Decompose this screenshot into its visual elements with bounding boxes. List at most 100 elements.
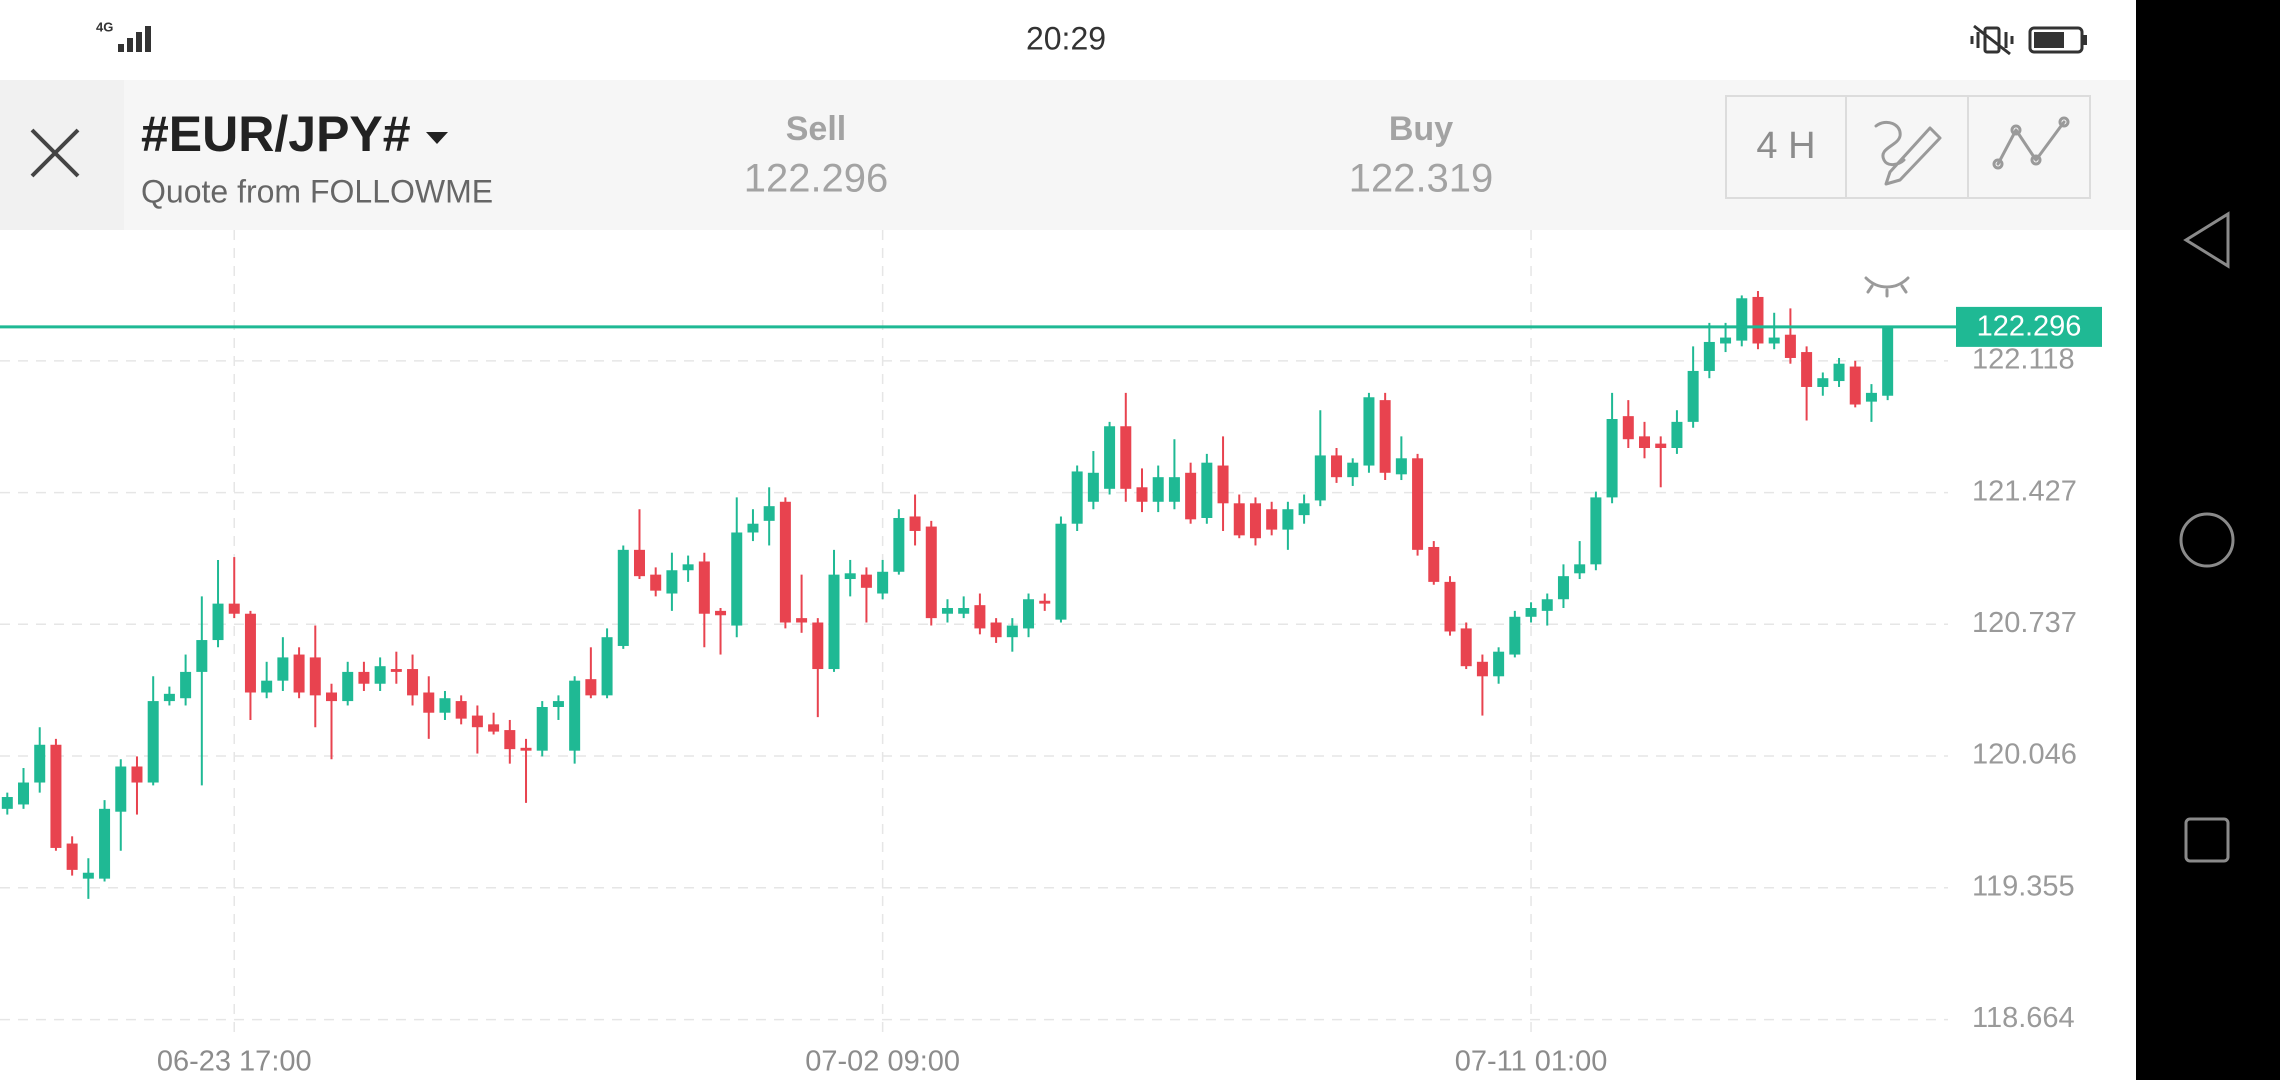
signal-icon bbox=[118, 26, 151, 52]
indicator-button[interactable] bbox=[1992, 116, 2070, 170]
candle-body bbox=[715, 610, 727, 616]
battery-icon bbox=[2028, 26, 2087, 54]
candle-body bbox=[974, 605, 986, 629]
candle-body bbox=[812, 622, 824, 670]
candle-body bbox=[1104, 426, 1116, 489]
y-tick-label: 122.118 bbox=[1972, 343, 2075, 375]
candle-body bbox=[488, 724, 500, 732]
candle-body bbox=[1736, 298, 1748, 341]
candle-body bbox=[633, 549, 645, 577]
candle-body bbox=[925, 526, 937, 619]
candle-body bbox=[1703, 341, 1715, 371]
toolbar-frame bbox=[1725, 95, 2091, 199]
candle-body bbox=[650, 574, 662, 591]
candle-body bbox=[1071, 471, 1083, 524]
candle-body bbox=[1833, 363, 1845, 382]
timeframe[interactable]: 4 H bbox=[1756, 125, 1815, 167]
back-button[interactable] bbox=[2183, 211, 2230, 269]
buy-label: Buy bbox=[1389, 110, 1453, 148]
candle-body bbox=[585, 679, 597, 696]
candle-body bbox=[1574, 564, 1586, 574]
candle-body bbox=[1752, 296, 1764, 344]
candle-body bbox=[1395, 458, 1407, 475]
quote-source: Quote from FOLLOWME bbox=[141, 173, 493, 209]
candle-body bbox=[1525, 608, 1537, 617]
candle-body bbox=[1168, 477, 1180, 502]
candle-body bbox=[180, 671, 192, 699]
candle-body bbox=[358, 671, 370, 684]
symbol[interactable]: #EUR/JPY# bbox=[141, 106, 411, 162]
candle-body bbox=[1849, 366, 1861, 405]
chart: 118.664 119.355 120.046 120.737 121.427 122.1… bbox=[0, 230, 2102, 1078]
candle-body bbox=[18, 782, 30, 805]
candle-body bbox=[342, 671, 354, 702]
candle-body bbox=[877, 571, 889, 594]
candle-body bbox=[536, 706, 548, 751]
candle-body bbox=[390, 669, 402, 672]
candle-body bbox=[958, 608, 970, 614]
candle-body bbox=[163, 693, 175, 702]
candle-body bbox=[131, 766, 143, 783]
candle-body bbox=[1087, 472, 1099, 502]
candle-body bbox=[1185, 472, 1197, 520]
candle-body bbox=[828, 574, 840, 670]
y-tick-label: 118.664 bbox=[1972, 1002, 2075, 1034]
candle-body bbox=[309, 657, 321, 696]
hide-lines-icon[interactable] bbox=[1864, 276, 1910, 298]
recents-button[interactable] bbox=[2184, 817, 2230, 863]
candle-body bbox=[731, 532, 743, 626]
candle-body bbox=[1687, 370, 1699, 422]
candle-body bbox=[1233, 503, 1245, 536]
candle-body bbox=[1217, 465, 1229, 504]
toolbar: 4 H bbox=[1725, 95, 2091, 199]
candle-body bbox=[455, 701, 467, 719]
candle-body bbox=[1249, 503, 1261, 539]
candle-body bbox=[1768, 337, 1780, 344]
candle-body bbox=[82, 872, 94, 879]
candle-body bbox=[1720, 337, 1732, 344]
candle-body bbox=[1817, 378, 1829, 387]
candle-body bbox=[228, 603, 240, 614]
candle-body bbox=[1055, 523, 1067, 620]
nav-bar bbox=[2136, 0, 2280, 1080]
candle-body bbox=[844, 573, 856, 580]
candle-body bbox=[34, 744, 46, 783]
y-tick-label: 120.737 bbox=[1972, 607, 2077, 639]
candle-body bbox=[1006, 625, 1018, 638]
candle-body bbox=[941, 608, 953, 614]
candle-body bbox=[682, 564, 694, 571]
candle-body bbox=[1784, 334, 1796, 358]
symbol-dropdown[interactable] bbox=[426, 132, 448, 144]
candle-body bbox=[1557, 576, 1569, 600]
candle-body bbox=[1493, 651, 1505, 677]
candle-body bbox=[990, 622, 1002, 638]
candle-body bbox=[1314, 455, 1326, 501]
sell-label: Sell bbox=[786, 110, 846, 148]
candle-body bbox=[1, 797, 13, 809]
candle-body bbox=[1444, 581, 1456, 632]
close-button[interactable] bbox=[0, 80, 124, 230]
sell-price: 122.296 bbox=[744, 157, 889, 201]
network-label: 4G bbox=[96, 19, 113, 34]
candle-body bbox=[1509, 616, 1521, 655]
candle-body bbox=[212, 603, 224, 641]
candle-body bbox=[1639, 436, 1651, 448]
candle-body bbox=[1379, 400, 1391, 473]
candle-body bbox=[1460, 628, 1472, 667]
candle-body bbox=[520, 747, 532, 751]
candle-body bbox=[552, 701, 564, 707]
candle-body bbox=[261, 680, 273, 693]
candle-body bbox=[1590, 497, 1602, 565]
candle-body bbox=[439, 698, 451, 713]
home-button[interactable] bbox=[2179, 512, 2235, 568]
draw-tool-button[interactable] bbox=[1874, 120, 1942, 186]
candle-body bbox=[196, 640, 208, 672]
candle-body bbox=[407, 669, 419, 696]
candle-body bbox=[1882, 326, 1894, 396]
candle-body bbox=[1412, 458, 1424, 550]
candle-body bbox=[1363, 397, 1375, 466]
candle-body bbox=[1282, 509, 1294, 530]
x-tick-label: 06-23 17:00 bbox=[157, 1046, 312, 1078]
